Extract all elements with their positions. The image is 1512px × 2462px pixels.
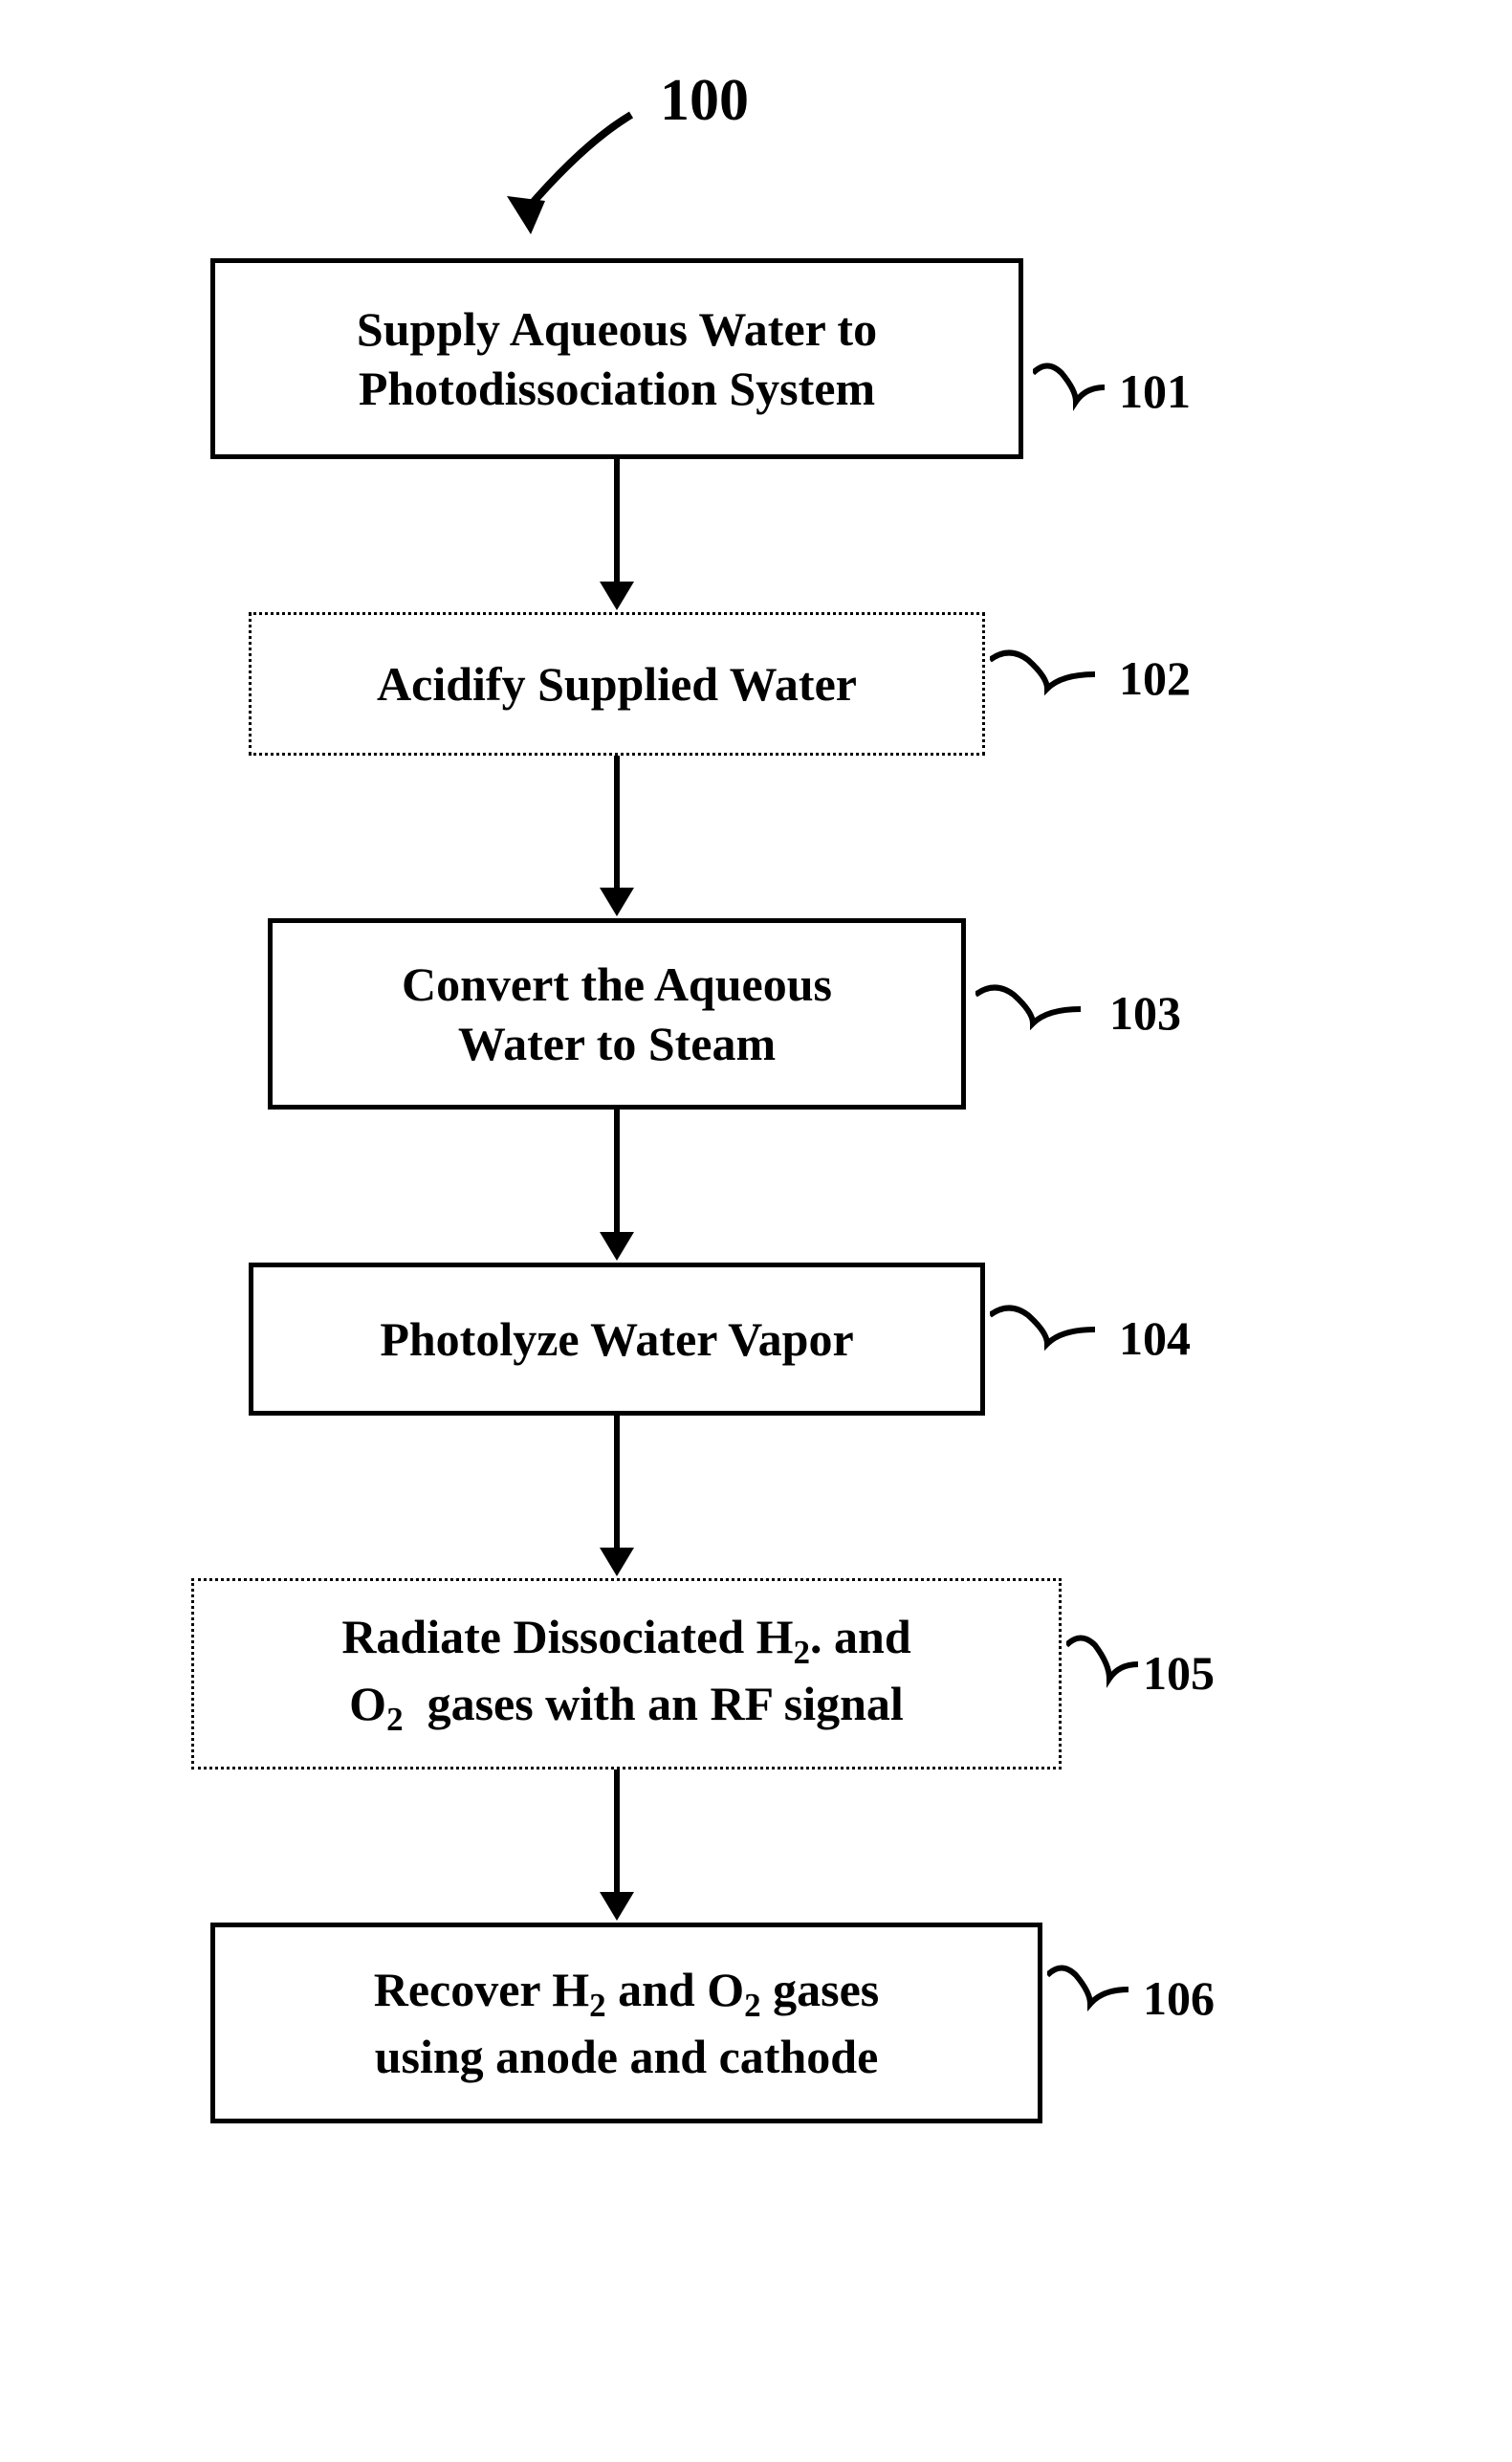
step-text: Acidify Supplied Water bbox=[377, 654, 857, 714]
title-arrow-icon bbox=[459, 96, 669, 249]
ref-label-2: 102 bbox=[1119, 650, 1191, 706]
step-text: Supply Aqueous Water toPhotodissociation… bbox=[357, 299, 877, 419]
ref-label-3: 103 bbox=[1109, 985, 1181, 1041]
step-text: Photolyze Water Vapor bbox=[380, 1309, 853, 1370]
step-box-1: Supply Aqueous Water toPhotodissociation… bbox=[210, 258, 1023, 459]
squiggle-icon bbox=[1066, 1626, 1143, 1693]
step-box-6: Recover H2 and O2 gasesusing anode and c… bbox=[210, 1923, 1042, 2123]
squiggle-icon bbox=[1033, 354, 1109, 411]
step-text: Recover H2 and O2 gasesusing anode and c… bbox=[374, 1960, 880, 2086]
flowchart-container: 100 Supply Aqueous Water toPhotodissocia… bbox=[0, 0, 1512, 2462]
ref-label-6: 106 bbox=[1143, 1970, 1215, 2026]
ref-label-1: 101 bbox=[1119, 363, 1191, 419]
squiggle-icon bbox=[1047, 1956, 1133, 2013]
squiggle-icon bbox=[990, 641, 1105, 698]
step-box-3: Convert the AqueousWater to Steam bbox=[268, 918, 966, 1110]
step-text: Radiate Dissociated H2. andO2 gases with… bbox=[341, 1607, 910, 1741]
step-text: Convert the AqueousWater to Steam bbox=[402, 955, 832, 1074]
squiggle-icon bbox=[990, 1296, 1105, 1353]
title-ref-label: 100 bbox=[660, 67, 749, 135]
ref-label-5: 105 bbox=[1143, 1645, 1215, 1701]
step-box-5: Radiate Dissociated H2. andO2 gases with… bbox=[191, 1578, 1062, 1770]
ref-label-4: 104 bbox=[1119, 1310, 1191, 1366]
squiggle-icon bbox=[975, 976, 1090, 1033]
step-box-2: Acidify Supplied Water bbox=[249, 612, 985, 756]
step-box-4: Photolyze Water Vapor bbox=[249, 1263, 985, 1416]
